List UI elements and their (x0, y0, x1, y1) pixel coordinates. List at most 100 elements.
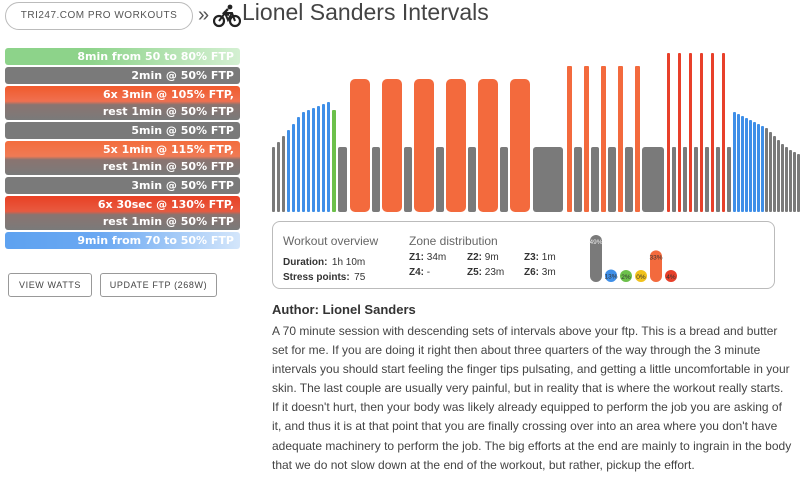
workout-description: A 70 minute session with descending sets… (272, 324, 792, 472)
interval-label: rest 1min @ 50% FTP (102, 160, 234, 173)
workout-bar (468, 147, 476, 212)
interval-label: 8min from 50 to 80% FTP (77, 50, 234, 63)
zone-distribution-chart: 49% 13% 2% 0% 33% 4% (589, 235, 677, 282)
workout-bar (773, 136, 776, 212)
workout-bar (757, 124, 760, 212)
workout-bar (338, 147, 347, 212)
workout-bar (642, 147, 664, 212)
workout-bar (727, 147, 731, 212)
workout-bar (404, 147, 412, 212)
zone-z2: Z2: 9m (467, 252, 499, 263)
workout-bar (716, 147, 720, 212)
workout-bar (500, 147, 508, 212)
zone-z3: Z3: 1m (524, 252, 556, 263)
workout-bar (700, 53, 703, 212)
interval-segment: 6x 3min @ 105% FTP, rest 1min @ 50% FTP (5, 86, 240, 120)
zone-label: Z6: (524, 267, 539, 278)
overview-title: Workout overview (283, 234, 379, 248)
zone-percent-label: 2% (621, 274, 631, 281)
workout-bar (584, 66, 589, 212)
page-title: Lionel Sanders Intervals (242, 0, 489, 25)
zone-bar (590, 235, 602, 282)
interval-segment: 5x 1min @ 115% FTP, rest 1min @ 50% FTP (5, 141, 240, 175)
workout-bar (672, 147, 676, 212)
interval-list: 8min from 50 to 80% FTP 2min @ 50% FTP 6x … (5, 48, 240, 251)
workout-bar (711, 53, 714, 212)
workout-bar (446, 79, 466, 212)
duration-label: Duration: (283, 257, 328, 268)
workout-bar (574, 147, 582, 212)
zone-label: Z4: (409, 267, 424, 278)
workout-bar (350, 79, 370, 212)
zone-percent-label: 4% (666, 274, 676, 281)
workout-bar (327, 102, 330, 212)
workout-bar (737, 114, 740, 212)
workout-bar (302, 112, 305, 212)
interval-label: rest 1min @ 50% FTP (102, 105, 234, 118)
workout-bar (292, 124, 295, 212)
interval-label: 5x 1min @ 115% FTP, (102, 143, 234, 156)
workout-bar (797, 154, 800, 212)
breadcrumb-separator: » (198, 4, 210, 26)
duration-value: 1h 10m (331, 257, 366, 268)
interval-segment: 6x 30sec @ 130% FTP, rest 1min @ 50% FTP (5, 196, 240, 230)
zone-value: 1m (541, 252, 556, 263)
zone-bar (620, 270, 632, 282)
zone-bar (650, 250, 662, 282)
pro-workouts-link[interactable]: TRI247.COM PRO WORKOUTS (5, 2, 193, 30)
workout-bar (272, 147, 275, 212)
workout-bar (789, 150, 792, 212)
interval-segment: 9min from 70 to 50% FTP (5, 232, 240, 249)
workout-bar (312, 108, 315, 212)
workout-bar (277, 142, 280, 212)
zone-label: Z2: (467, 252, 482, 263)
workout-bar (297, 117, 300, 212)
interval-segment: 5min @ 50% FTP (5, 122, 240, 139)
zone-bar (635, 270, 647, 282)
workout-bar (436, 147, 444, 212)
stress-row: Stress points: 75 (283, 267, 365, 285)
zone-label: Z3: (524, 252, 539, 263)
zone-label: Z1: (409, 252, 424, 263)
workout-bar (781, 144, 784, 212)
workout-bar (694, 147, 698, 212)
workout-bar (765, 128, 768, 212)
interval-label: 6x 3min @ 105% FTP, (102, 88, 234, 101)
zone-percent-label: 0% (636, 274, 646, 281)
workout-bar (382, 79, 402, 212)
zone-value: 34m (426, 252, 447, 263)
zone-value: 23m (484, 267, 505, 278)
workout-bar (317, 106, 320, 212)
workout-bar (414, 79, 434, 212)
workout-bar (635, 66, 640, 212)
zone-label: Z5: (467, 267, 482, 278)
workout-bar (332, 110, 336, 212)
zone-bar (605, 269, 617, 282)
workout-bar (777, 140, 780, 212)
workout-bar (478, 79, 498, 212)
workout-profile-chart (272, 53, 800, 212)
cyclist-icon (213, 4, 241, 28)
workout-bar (683, 147, 687, 212)
workout-overview-panel: Workout overview Duration: 1h 10m Stress… (272, 221, 775, 289)
zone-value: 9m (484, 252, 499, 263)
workout-bar (793, 152, 796, 212)
author-heading: Author: Lionel Sanders (272, 302, 416, 317)
workout-bar (785, 147, 788, 212)
workout-bar (753, 122, 756, 212)
zone-bar (665, 270, 677, 282)
workout-bar (705, 147, 709, 212)
workout-bar (591, 147, 599, 212)
workout-bar (625, 147, 633, 212)
interval-segment: 8min from 50 to 80% FTP (5, 48, 240, 65)
workout-bar (667, 53, 670, 212)
zone-z1: Z1: 34m (409, 252, 446, 263)
update-ftp-button[interactable]: UPDATE FTP (268W) (100, 273, 217, 297)
workout-bar (678, 53, 681, 212)
interval-segment: 3min @ 50% FTP (5, 177, 240, 194)
view-watts-button[interactable]: VIEW WATTS (8, 273, 92, 297)
stress-label: Stress points: (283, 272, 350, 283)
interval-segment: 2min @ 50% FTP (5, 67, 240, 84)
zone-z6: Z6: 3m (524, 267, 556, 278)
interval-label: 5min @ 50% FTP (131, 124, 234, 137)
